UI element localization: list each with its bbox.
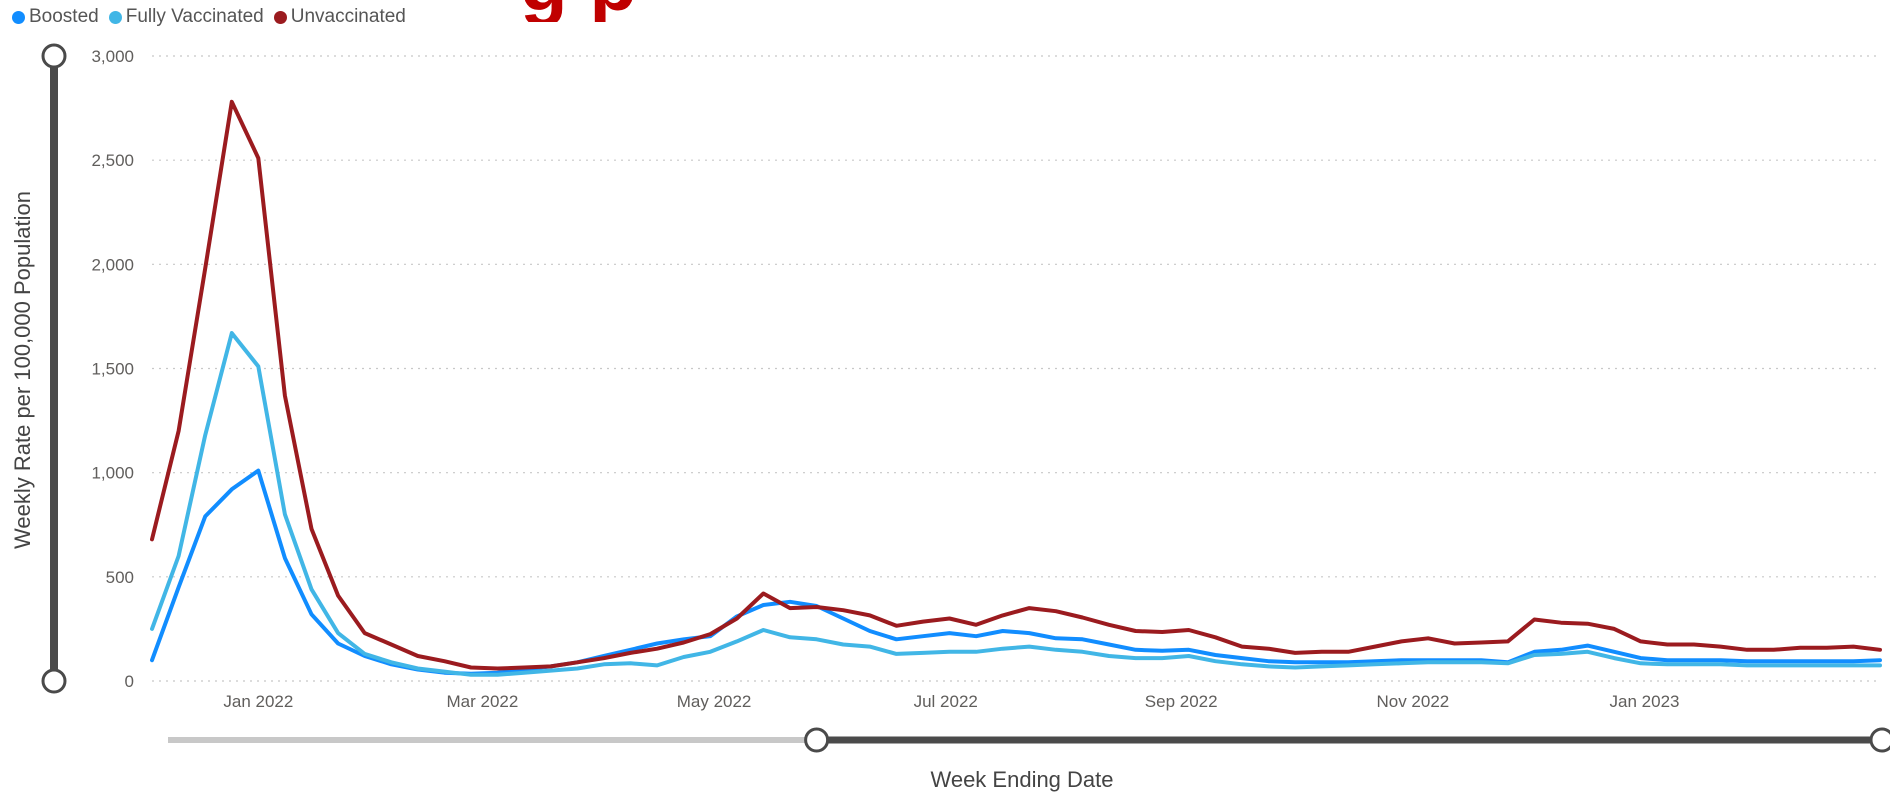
y-range-slider[interactable] [41,43,67,694]
y-tick-label: 2,000 [91,255,134,274]
legend-dot-unvaccinated [273,10,287,24]
x-range-slider[interactable] [168,727,1890,753]
gridlines [152,55,1880,682]
x-tick-label: Mar 2022 [446,692,518,711]
legend-label-boosted: Boosted [29,6,99,27]
clipped-title-text: g p [520,0,637,22]
x-tick-label: Jan 2022 [223,692,293,711]
y-tick-label: 500 [106,568,134,587]
y-axis-ticks: 0 500 1,000 1,500 2,000 2,500 3,000 [91,47,134,691]
y-tick-label: 1,000 [91,464,134,483]
x-slider-handle-end[interactable] [1869,727,1890,753]
legend-item-fully-vaccinated[interactable]: Fully Vaccinated [108,6,264,28]
series-line-unvaccinated [150,99,1882,671]
chart-legend: Boosted Fully Vaccinated Unvaccinated [12,4,406,30]
clipped-chart-title: g p [520,0,1890,22]
x-slider-handle-start[interactable] [804,727,830,753]
legend-label-fully-vaccinated: Fully Vaccinated [125,6,264,27]
series-line-boosted [150,468,1882,676]
x-tick-label: May 2022 [677,692,752,711]
y-axis-label: Weekly Rate per 100,000 Population [10,191,35,549]
series-lines [150,99,1882,677]
y-slider-handle-top[interactable] [41,43,67,69]
y-tick-label: 0 [125,672,134,691]
y-slider-handle-bottom[interactable] [41,668,67,694]
legend-label-unvaccinated: Unvaccinated [290,6,406,27]
x-tick-label: Sep 2022 [1145,692,1218,711]
legend-dot-boosted [12,10,25,24]
legend-item-boosted[interactable]: Boosted [12,6,99,28]
legend-dot-fully-vaccinated [108,10,122,24]
x-tick-label: Nov 2022 [1376,692,1449,711]
x-axis-label: Week Ending Date [930,767,1113,792]
x-axis-ticks: Jan 2022 Mar 2022 May 2022 Jul 2022 Sep 2022… [223,692,1679,711]
x-tick-label: Jan 2023 [1610,692,1680,711]
series-line-fully-vaccinated [150,331,1882,677]
y-tick-label: 1,500 [91,360,134,379]
x-tick-label: Jul 2022 [914,692,978,711]
legend-item-unvaccinated[interactable]: Unvaccinated [273,6,406,28]
y-tick-label: 2,500 [91,151,134,170]
y-tick-label: 3,000 [91,47,134,66]
